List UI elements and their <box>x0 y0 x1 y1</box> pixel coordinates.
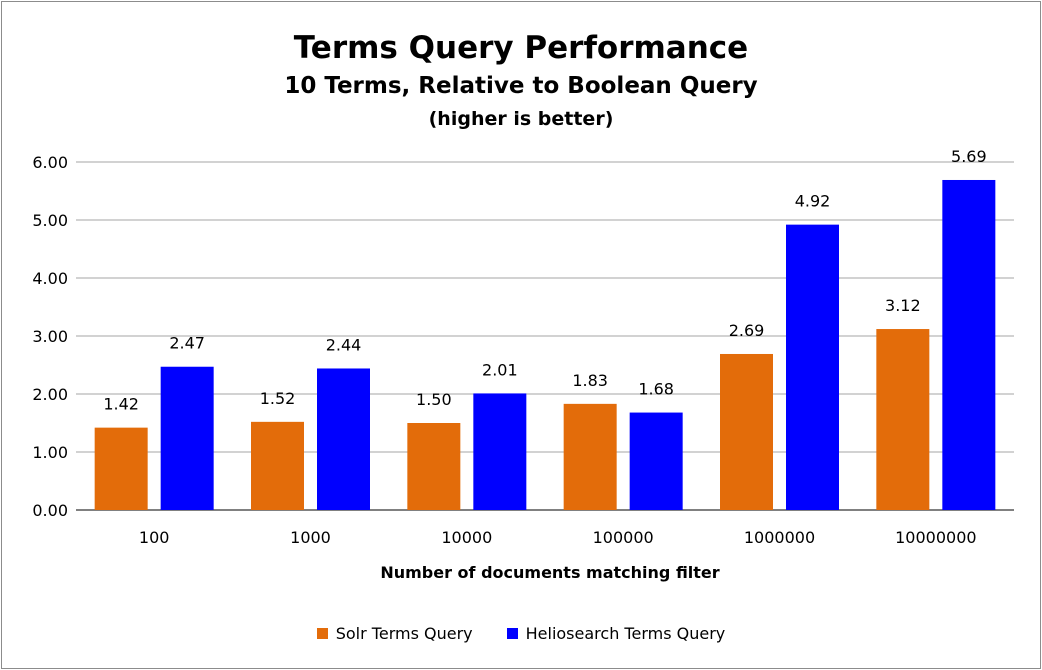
data-label: 1.68 <box>638 380 674 399</box>
bar-solr <box>720 353 773 510</box>
data-label: 1.50 <box>416 390 452 409</box>
x-category-labels: 100 1000 10000 100000 1000000 10000000 <box>139 528 977 547</box>
legend-swatch-heliosearch <box>506 628 518 639</box>
data-label: 3.12 <box>885 296 921 315</box>
bar-solr <box>251 421 304 510</box>
legend-label-solr: Solr Terms Query <box>335 624 473 643</box>
x-category-label: 10000 <box>441 528 492 547</box>
y-tick-label: 2.00 <box>32 385 68 404</box>
bars <box>94 179 996 511</box>
chart-title: Terms Query Performance <box>293 30 749 66</box>
data-label: 2.44 <box>326 335 362 354</box>
x-category-label: 1000000 <box>744 528 815 547</box>
y-tick-labels: 0.00 1.00 2.00 3.00 4.00 5.00 6.00 <box>32 153 68 520</box>
y-tick-label: 4.00 <box>32 269 68 288</box>
x-category-label: 10000000 <box>895 528 976 547</box>
bar-heliosearch <box>786 224 839 510</box>
chart-note: (higher is better) <box>428 108 614 130</box>
bar-heliosearch <box>317 368 370 510</box>
legend: Solr Terms Query Heliosearch Terms Query <box>0 624 1042 643</box>
legend-label-heliosearch: Heliosearch Terms Query <box>525 624 726 643</box>
legend-item-heliosearch: Heliosearch Terms Query <box>506 624 726 643</box>
y-tick-label: 1.00 <box>32 443 68 462</box>
x-axis-title: Number of documents matching filter <box>380 563 719 582</box>
gridlines <box>76 161 1014 511</box>
x-category-label: 100 <box>139 528 170 547</box>
bar-solr <box>563 403 617 510</box>
data-labels: 1.42 2.47 1.52 2.44 1.50 2.01 1.83 1.68 2.69 4.92… <box>103 147 986 414</box>
bar-heliosearch <box>629 412 683 510</box>
x-category-label: 1000 <box>290 528 331 547</box>
bar-heliosearch <box>473 393 527 510</box>
y-tick-label: 5.00 <box>32 211 68 230</box>
bar-heliosearch <box>942 179 996 511</box>
data-label: 1.83 <box>572 371 608 390</box>
bar-solr <box>407 423 461 510</box>
data-label: 5.69 <box>951 147 987 166</box>
legend-item-solr: Solr Terms Query <box>316 624 473 643</box>
y-tick-label: 6.00 <box>32 153 68 172</box>
bar-heliosearch <box>160 366 214 510</box>
data-label: 1.52 <box>260 389 296 408</box>
bar-solr <box>94 427 148 510</box>
data-label: 2.69 <box>729 321 765 340</box>
bar-solr <box>876 329 930 510</box>
data-label: 4.92 <box>795 192 831 211</box>
y-tick-label: 0.00 <box>32 501 68 520</box>
chart-subtitle: 10 Terms, Relative to Boolean Query <box>284 73 758 99</box>
legend-swatch-solr <box>316 628 328 639</box>
y-tick-label: 3.00 <box>32 327 68 346</box>
data-label: 2.47 <box>169 334 205 353</box>
x-category-label: 100000 <box>593 528 654 547</box>
data-label: 1.42 <box>103 395 139 414</box>
data-label: 2.01 <box>482 360 518 379</box>
